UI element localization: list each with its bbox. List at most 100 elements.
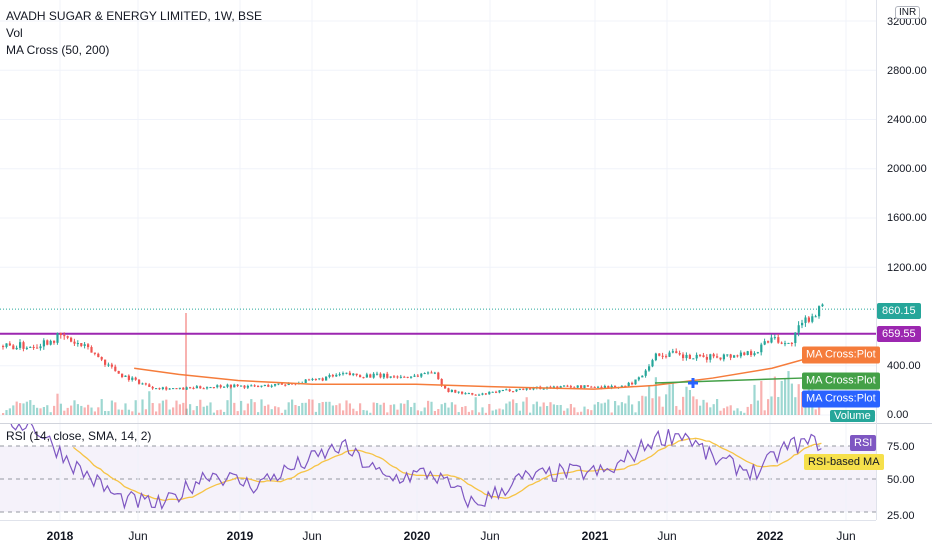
volume-bar bbox=[665, 394, 668, 415]
volume-bar bbox=[25, 401, 28, 415]
volume-bar bbox=[127, 409, 130, 415]
candle bbox=[287, 383, 290, 386]
currency-badge[interactable]: INR bbox=[895, 6, 921, 19]
candle bbox=[583, 385, 586, 388]
volume-bar bbox=[83, 407, 86, 415]
time-axis-label: Jun bbox=[302, 529, 322, 543]
price-axis-label: 3200.00 bbox=[887, 16, 927, 28]
candle bbox=[284, 384, 287, 386]
candle bbox=[345, 372, 348, 374]
volume-bar bbox=[216, 410, 219, 415]
volume-bar bbox=[481, 407, 484, 415]
candle bbox=[559, 386, 562, 389]
candle bbox=[110, 364, 113, 367]
candle bbox=[49, 340, 52, 345]
volume-bar bbox=[32, 404, 35, 415]
volume-bar bbox=[427, 400, 430, 415]
time-axis-label: 2019 bbox=[226, 529, 254, 543]
volume-bar bbox=[716, 399, 719, 415]
volume-bar bbox=[505, 403, 508, 415]
candle bbox=[532, 388, 535, 390]
candle bbox=[379, 373, 382, 378]
volume-bar bbox=[739, 411, 742, 415]
vol-legend[interactable]: Vol bbox=[6, 26, 23, 40]
volume-bar bbox=[634, 412, 637, 415]
volume-bar bbox=[342, 410, 345, 415]
volume-bar bbox=[158, 403, 161, 415]
candle bbox=[722, 354, 725, 360]
volume-bar bbox=[277, 407, 280, 415]
time-axis-label: 2022 bbox=[756, 529, 784, 543]
candle bbox=[209, 387, 212, 389]
candle bbox=[811, 316, 814, 322]
volume-bar bbox=[733, 410, 736, 415]
candle bbox=[743, 352, 746, 355]
price-axis-label: 2400.00 bbox=[887, 114, 927, 126]
pane-separator[interactable] bbox=[0, 423, 932, 424]
volume-bar bbox=[566, 408, 569, 415]
candle bbox=[406, 376, 409, 378]
time-axis-label: Jun bbox=[128, 529, 148, 543]
candle bbox=[678, 353, 681, 355]
candle bbox=[569, 386, 572, 388]
volume-bar bbox=[151, 403, 154, 415]
candle bbox=[12, 345, 15, 350]
volume-bar bbox=[141, 399, 144, 415]
candle bbox=[70, 337, 73, 342]
volume-bar bbox=[787, 371, 790, 415]
price-pane[interactable] bbox=[0, 0, 876, 423]
candle bbox=[508, 389, 511, 392]
candle bbox=[634, 379, 637, 385]
volume-bar bbox=[314, 411, 317, 415]
candle bbox=[767, 341, 770, 343]
candle bbox=[794, 332, 797, 343]
time-axis[interactable]: 2018 Jun 2019 Jun 2020 Jun 2021 Jun 2022… bbox=[0, 520, 876, 551]
candle bbox=[512, 391, 515, 393]
candle bbox=[433, 372, 436, 374]
candle bbox=[756, 352, 759, 354]
volume-bar bbox=[76, 404, 79, 415]
volume-bar bbox=[66, 407, 69, 415]
volume-bar bbox=[600, 403, 603, 415]
volume-bar bbox=[297, 406, 300, 415]
candle bbox=[328, 375, 331, 377]
volume-bar bbox=[580, 411, 583, 415]
candle bbox=[702, 355, 705, 357]
candle bbox=[42, 340, 45, 347]
candle bbox=[784, 343, 787, 345]
price-axis-label: 1600.00 bbox=[887, 212, 927, 224]
candle bbox=[566, 385, 569, 387]
volume-bar bbox=[651, 398, 654, 415]
volume-bar bbox=[223, 411, 226, 415]
volume-bar bbox=[182, 402, 185, 415]
volume-bar bbox=[121, 409, 124, 415]
ma-legend[interactable]: MA Cross (50, 200) bbox=[6, 43, 110, 57]
volume-bars bbox=[2, 371, 821, 415]
volume-bar bbox=[206, 405, 209, 415]
volume-bar bbox=[114, 402, 117, 415]
volume-bar bbox=[478, 412, 481, 415]
candle bbox=[671, 351, 674, 353]
volume-bar bbox=[240, 400, 243, 415]
candle bbox=[240, 385, 243, 387]
volume-bar bbox=[794, 397, 797, 415]
candle bbox=[719, 357, 722, 360]
volume-bar bbox=[549, 402, 552, 415]
rsi-pane[interactable] bbox=[0, 424, 876, 520]
volume-bar bbox=[267, 404, 270, 415]
symbol-title[interactable]: AVADH SUGAR & ENERGY LIMITED, 1W, BSE bbox=[6, 9, 263, 23]
volume-bar bbox=[124, 403, 127, 415]
volume-bar bbox=[386, 412, 389, 415]
volume-bar bbox=[440, 404, 443, 415]
candle bbox=[804, 317, 807, 323]
candle bbox=[121, 373, 124, 377]
price-axis[interactable]: 3200.00 INR 2800.00 2400.00 2000.00 1600… bbox=[876, 0, 932, 522]
volume-bar bbox=[199, 399, 202, 415]
candle bbox=[590, 386, 593, 388]
rsi-legend-label[interactable]: RSI (14, close, SMA, 14, 2) bbox=[6, 429, 152, 443]
candle bbox=[505, 389, 508, 391]
candle bbox=[733, 355, 736, 358]
candle bbox=[127, 375, 130, 380]
rsi-ma-line bbox=[72, 437, 822, 502]
candle bbox=[416, 375, 419, 377]
